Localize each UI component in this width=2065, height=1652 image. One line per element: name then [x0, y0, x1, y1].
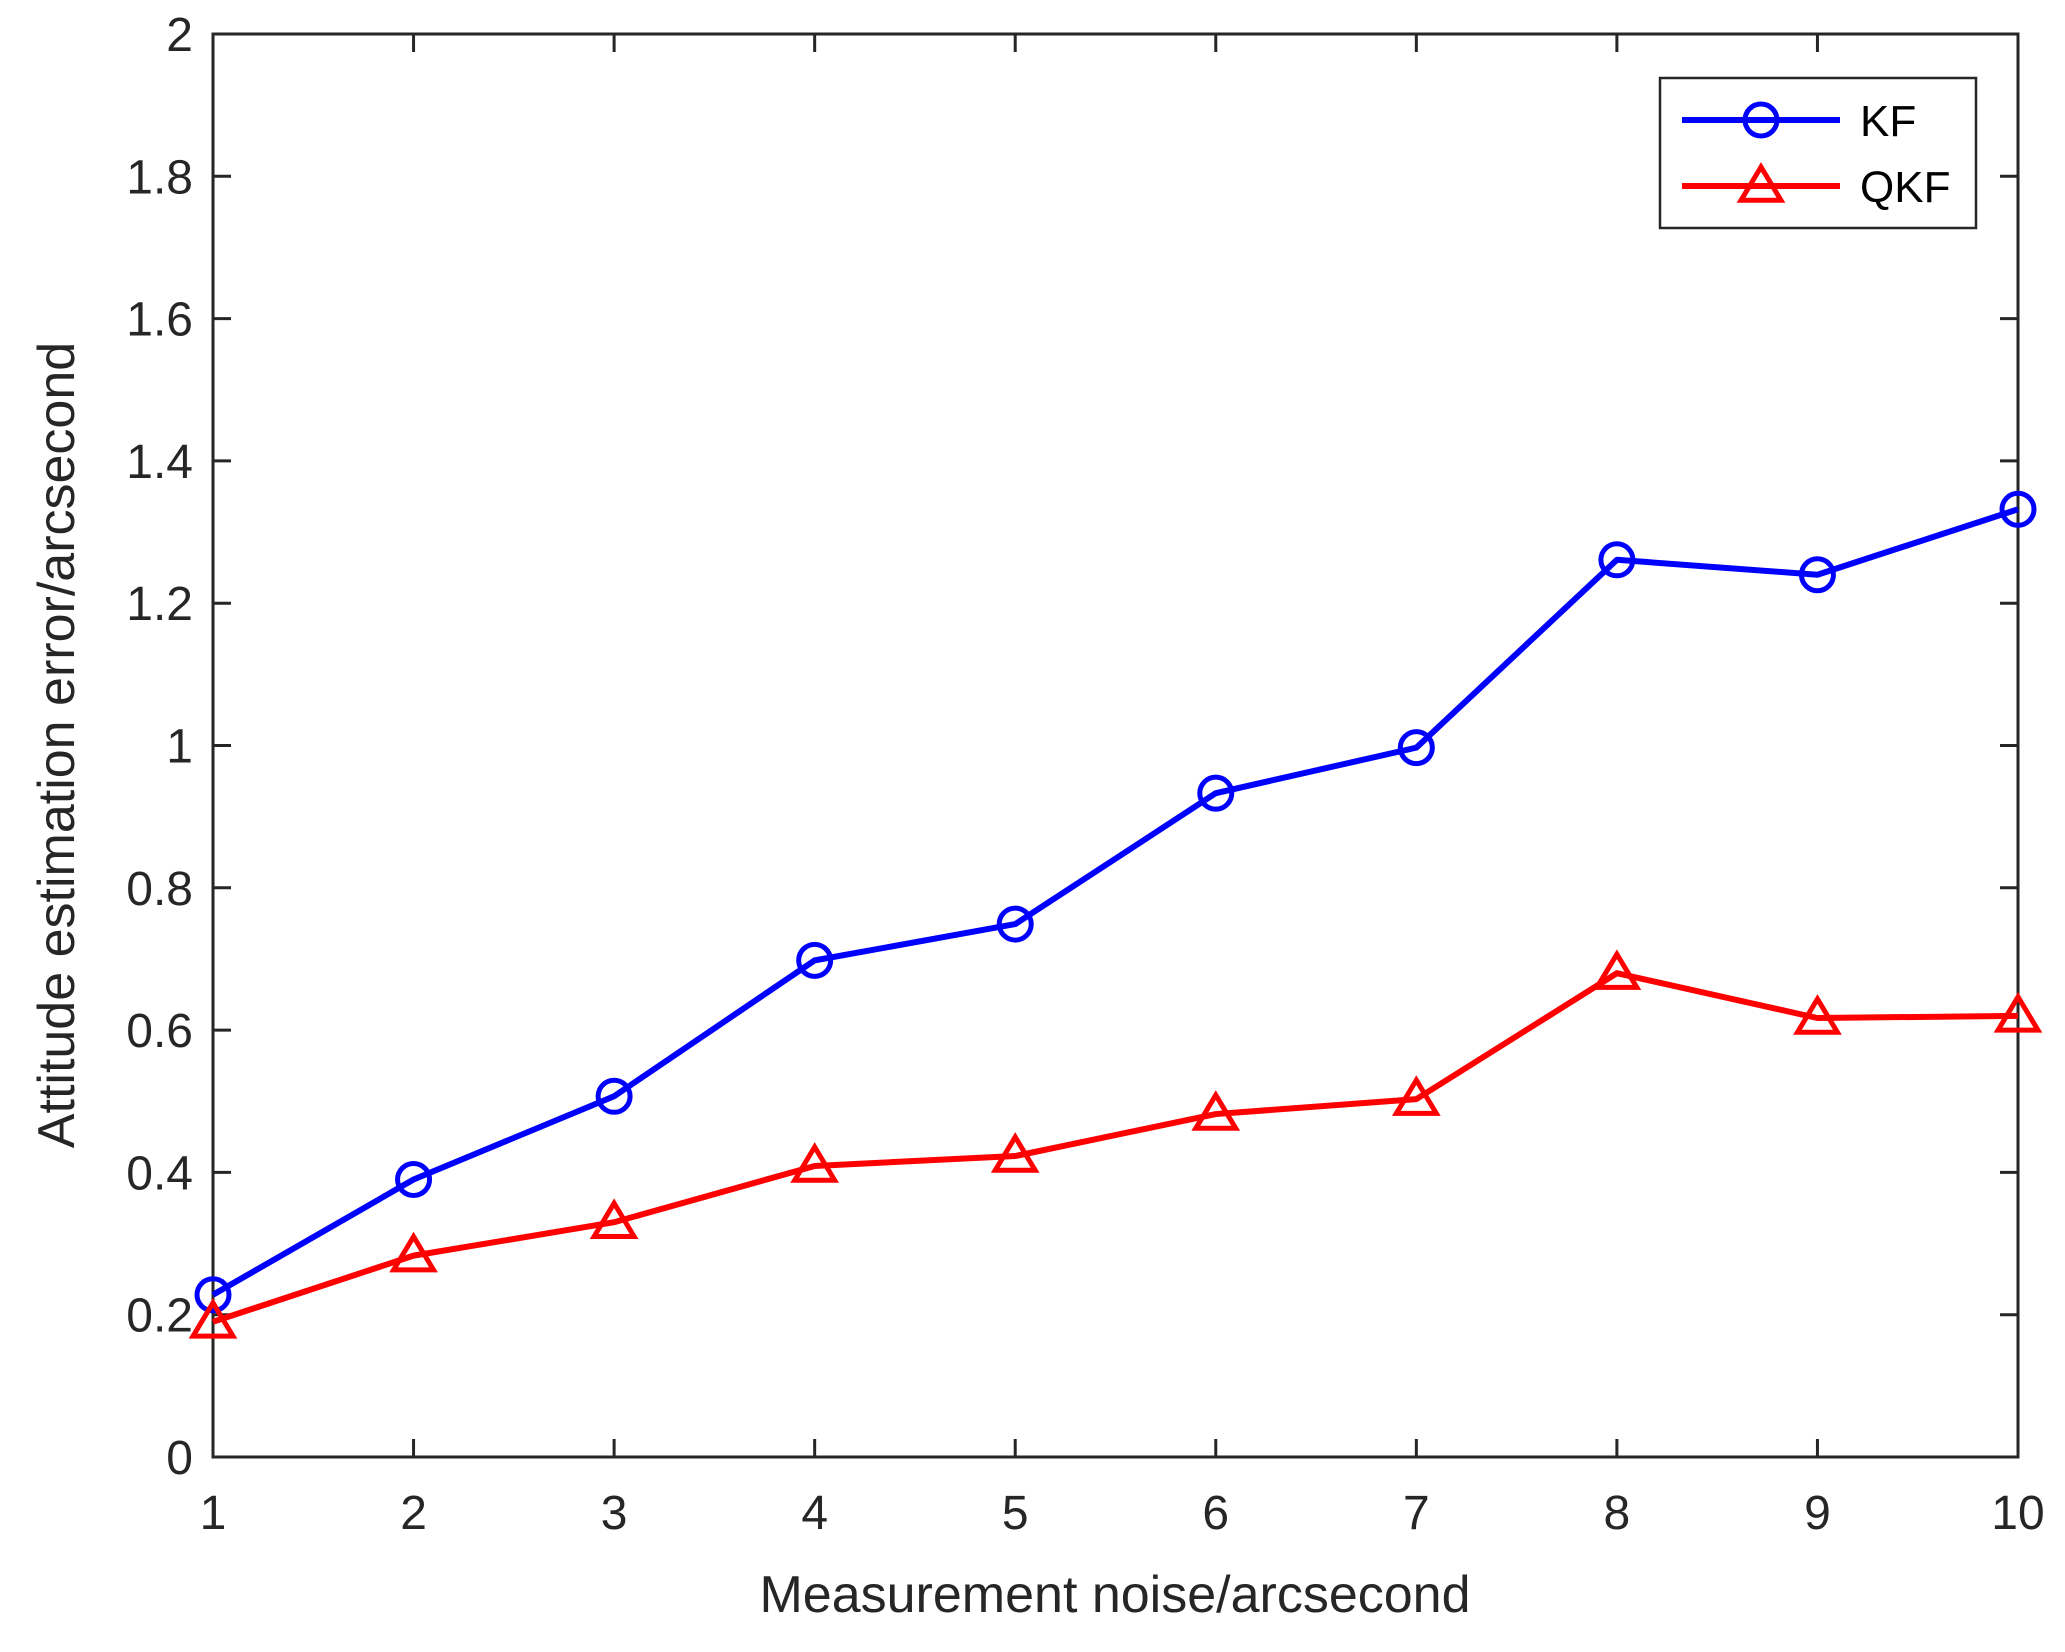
y-tick-label: 2: [166, 9, 193, 62]
x-tick-label: 1: [200, 1487, 227, 1540]
legend-items: KF QKF: [1682, 97, 1950, 212]
y-tick-label: 0.4: [126, 1147, 193, 1200]
legend: KF QKF: [1658, 76, 1978, 230]
data-point-qkf: [188, 1297, 238, 1339]
y-axis-title: Attitude estimation error/arcsecond: [28, 342, 86, 1148]
data-point-qkf: [1391, 1075, 1441, 1116]
x-tick-label: 2: [400, 1487, 427, 1540]
legend-item-kf: KF: [1682, 97, 1916, 146]
data-point-qkf: [1993, 992, 2043, 1033]
series-layer: [188, 490, 2043, 1339]
data-point-qkf: [1191, 1090, 1241, 1131]
x-tick-label: 10: [1991, 1487, 2044, 1540]
data-point-qkf: [389, 1231, 438, 1273]
y-tick-label: 1.6: [126, 294, 193, 347]
data-point-kf: [1798, 556, 1836, 594]
data-point-kf: [796, 941, 834, 979]
y-tick-label: 1: [166, 721, 193, 774]
legend-marker-kf: [1742, 101, 1780, 139]
y-tick-label: 0: [166, 1432, 193, 1485]
data-point-kf: [1598, 541, 1636, 579]
data-point-qkf: [790, 1142, 840, 1183]
x-tick-label: 6: [1202, 1487, 1229, 1540]
data-point-qkf: [1592, 949, 1642, 990]
y-tick-label: 0.6: [126, 1005, 193, 1058]
data-point-qkf: [589, 1198, 639, 1239]
data-point-kf: [1999, 490, 2037, 528]
y-tick-label: 1.4: [126, 436, 193, 489]
y-tick-label: 0.2: [126, 1290, 193, 1343]
y-tick-label: 1.2: [126, 578, 193, 631]
x-axis-title: Measurement noise/arcsecond: [759, 1566, 1470, 1624]
legend-label-qkf: QKF: [1860, 163, 1950, 212]
x-tick-label: 3: [601, 1487, 628, 1540]
x-axis: 1 2 3 4 5 6 7 8 9 10: [200, 34, 2045, 1540]
legend-item-qkf: QKF: [1682, 162, 1950, 212]
y-tick-label: 0.8: [126, 863, 193, 916]
legend-box: [1658, 76, 1978, 230]
series-kf: [194, 490, 2037, 1314]
x-tick-label: 4: [801, 1487, 828, 1540]
series-qkf: [188, 949, 2043, 1339]
data-point-kf: [595, 1077, 633, 1115]
data-point-kf: [1197, 774, 1235, 812]
y-axis: 0 0.2 0.4 0.6 0.8 1 1.2 1.4 1.6 1.8 2: [126, 9, 2018, 1485]
x-tick-label: 9: [1804, 1487, 1831, 1540]
y-tick-label: 1.8: [126, 151, 193, 204]
series-line-kf: [211, 506, 2019, 1298]
data-point-kf: [194, 1276, 232, 1314]
legend-marker-qkf: [1736, 162, 1786, 203]
x-tick-label: 8: [1604, 1487, 1631, 1540]
data-point-kf: [1397, 729, 1435, 767]
legend-label-kf: KF: [1860, 97, 1916, 146]
data-point-kf: [996, 905, 1034, 943]
data-point-kf: [395, 1161, 433, 1199]
series-line-qkf: [212, 970, 2019, 1325]
x-tick-label: 7: [1403, 1487, 1430, 1540]
x-tick-label: 5: [1002, 1487, 1029, 1540]
data-point-qkf: [1793, 994, 1842, 1035]
data-point-qkf: [990, 1132, 1040, 1173]
